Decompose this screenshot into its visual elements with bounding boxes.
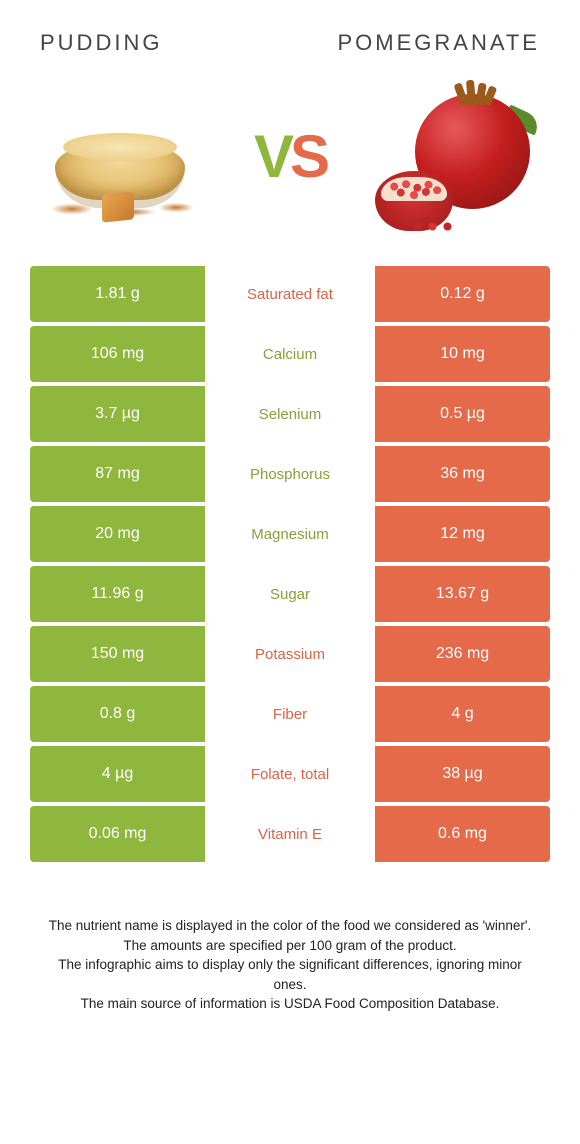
value-left: 1.81 g	[30, 266, 205, 322]
nutrient-label: Folate, total	[205, 746, 375, 802]
value-left: 0.8 g	[30, 686, 205, 742]
value-right: 36 mg	[375, 446, 550, 502]
vs-s: S	[290, 122, 326, 191]
value-left: 0.06 mg	[30, 806, 205, 862]
table-row: 1.81 gSaturated fat0.12 g	[30, 266, 550, 322]
nutrient-label: Magnesium	[205, 506, 375, 562]
table-row: 106 mgCalcium10 mg	[30, 326, 550, 382]
pomegranate-image	[380, 86, 540, 226]
footer-line: The amounts are specified per 100 gram o…	[40, 936, 540, 956]
value-left: 11.96 g	[30, 566, 205, 622]
nutrient-label: Saturated fat	[205, 266, 375, 322]
footer-line: The main source of information is USDA F…	[40, 994, 540, 1014]
value-right: 0.12 g	[375, 266, 550, 322]
nutrient-label: Phosphorus	[205, 446, 375, 502]
images-row: VS	[0, 66, 580, 266]
nutrient-label: Fiber	[205, 686, 375, 742]
table-row: 3.7 µgSelenium0.5 µg	[30, 386, 550, 442]
table-row: 4 µgFolate, total38 µg	[30, 746, 550, 802]
pudding-image	[40, 86, 200, 226]
value-left: 4 µg	[30, 746, 205, 802]
footer-line: The nutrient name is displayed in the co…	[40, 916, 540, 936]
header: Pudding Pomegranate	[0, 0, 580, 66]
table-row: 0.06 mgVitamin E0.6 mg	[30, 806, 550, 862]
value-left: 150 mg	[30, 626, 205, 682]
nutrient-label: Potassium	[205, 626, 375, 682]
comparison-table: 1.81 gSaturated fat0.12 g106 mgCalcium10…	[0, 266, 580, 862]
table-row: 0.8 gFiber4 g	[30, 686, 550, 742]
footer-line: The infographic aims to display only the…	[40, 955, 540, 994]
value-right: 236 mg	[375, 626, 550, 682]
value-left: 106 mg	[30, 326, 205, 382]
nutrient-label: Calcium	[205, 326, 375, 382]
value-left: 87 mg	[30, 446, 205, 502]
value-right: 38 µg	[375, 746, 550, 802]
value-right: 0.5 µg	[375, 386, 550, 442]
vs-label: VS	[254, 122, 326, 191]
value-right: 13.67 g	[375, 566, 550, 622]
footer-notes: The nutrient name is displayed in the co…	[0, 866, 580, 1014]
title-right: Pomegranate	[337, 30, 540, 56]
table-row: 150 mgPotassium236 mg	[30, 626, 550, 682]
nutrient-label: Selenium	[205, 386, 375, 442]
value-left: 3.7 µg	[30, 386, 205, 442]
nutrient-label: Sugar	[205, 566, 375, 622]
value-left: 20 mg	[30, 506, 205, 562]
table-row: 87 mgPhosphorus36 mg	[30, 446, 550, 502]
table-row: 11.96 gSugar13.67 g	[30, 566, 550, 622]
vs-v: V	[254, 122, 290, 191]
value-right: 4 g	[375, 686, 550, 742]
value-right: 10 mg	[375, 326, 550, 382]
value-right: 0.6 mg	[375, 806, 550, 862]
table-row: 20 mgMagnesium12 mg	[30, 506, 550, 562]
title-left: Pudding	[40, 30, 162, 56]
nutrient-label: Vitamin E	[205, 806, 375, 862]
value-right: 12 mg	[375, 506, 550, 562]
